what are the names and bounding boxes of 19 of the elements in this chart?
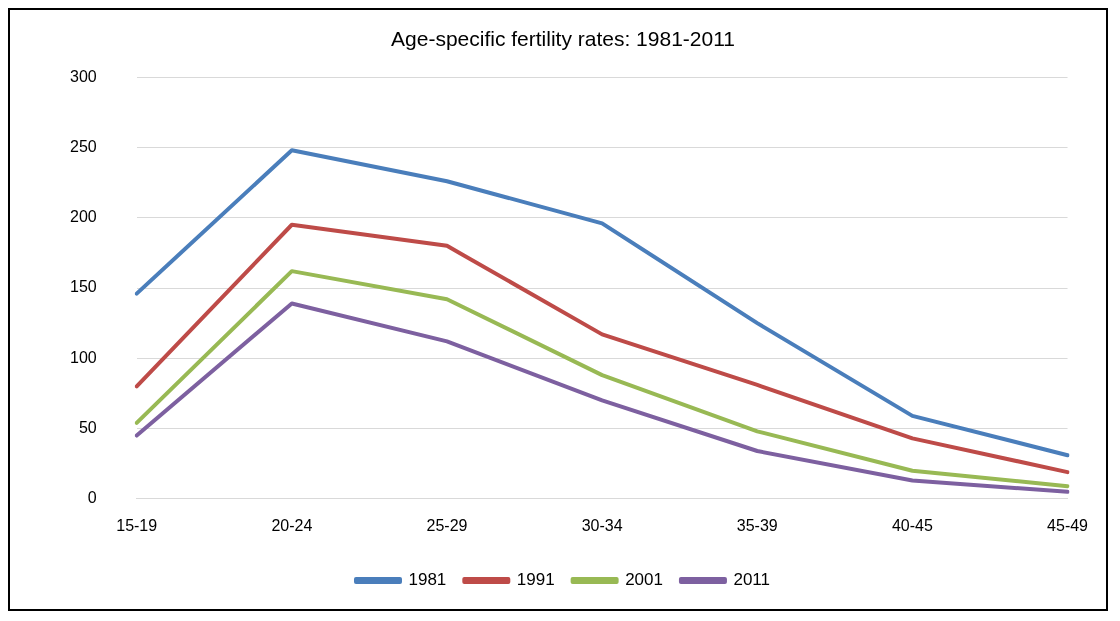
x-tick-label: 25-29 (426, 516, 468, 534)
y-tick-label: 300 (69, 67, 97, 85)
x-tick-label: 40-45 (891, 516, 933, 534)
legend-label: 1981 (408, 570, 447, 590)
y-tick-label: 150 (69, 278, 97, 296)
y-tick-label: 100 (69, 348, 97, 366)
x-tick-label: 45-49 (1047, 516, 1089, 534)
legend-label: 2001 (625, 570, 663, 590)
x-tick-label: 35-39 (736, 516, 778, 534)
legend-label: 1991 (516, 570, 555, 590)
x-tick-label: 20-24 (271, 516, 313, 534)
x-tick-label: 30-34 (581, 516, 623, 534)
legend-label: 2011 (733, 570, 771, 590)
y-tick-label: 200 (69, 208, 97, 226)
x-tick-label: 15-19 (116, 516, 158, 534)
y-tick-label: 0 (87, 489, 97, 507)
y-tick-label: 50 (78, 418, 97, 436)
chart-title: Age-specific fertility rates: 1981-2011 (391, 27, 735, 51)
y-tick-label: 250 (69, 137, 97, 155)
